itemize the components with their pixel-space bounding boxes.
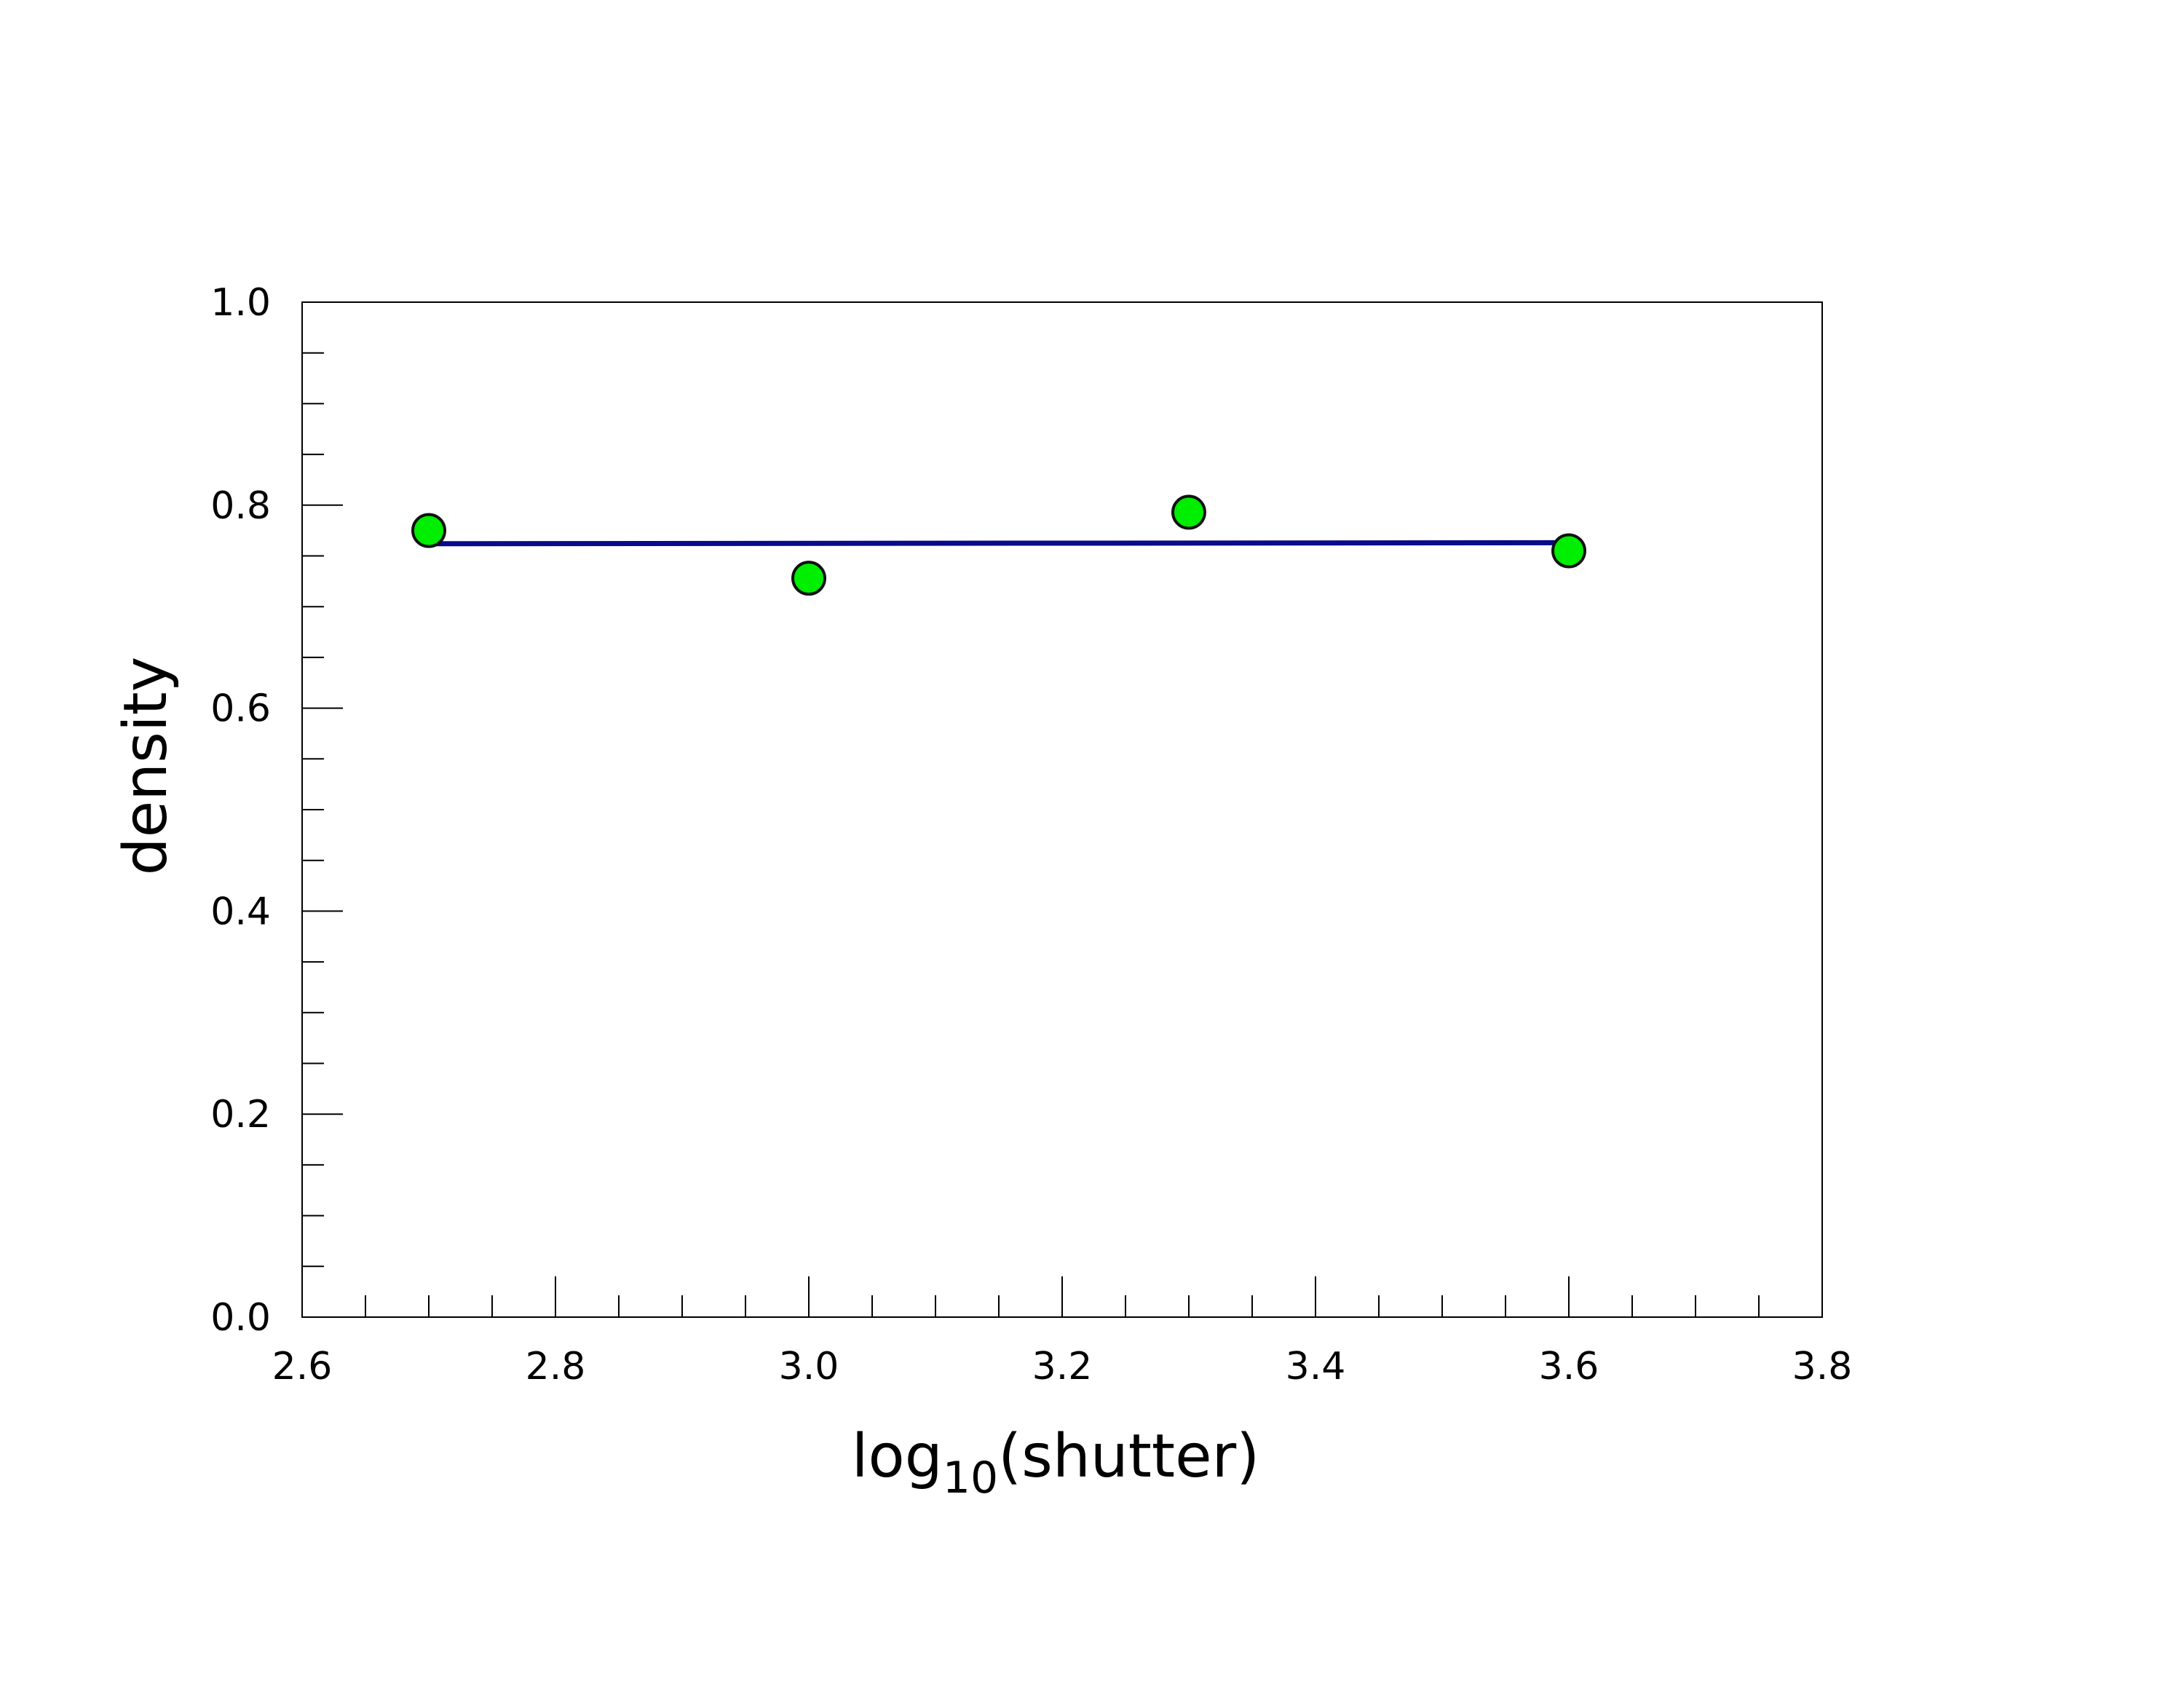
x-tick-label: 3.6 (1539, 1345, 1599, 1388)
y-tick-label: 0.8 (210, 484, 271, 528)
x-tick-label: 3.4 (1286, 1345, 1346, 1388)
data-point (791, 561, 826, 596)
x-axis-title: log10(shutter) (852, 1422, 1260, 1504)
plot-frame (301, 301, 1823, 1318)
x-tick-label: 3.2 (1032, 1345, 1093, 1388)
y-tick-label: 0.4 (210, 890, 271, 933)
x-axis-title-main: log (852, 1422, 943, 1491)
data-point (411, 513, 446, 548)
y-tick-label: 0.2 (210, 1093, 271, 1137)
x-tick-label: 2.8 (526, 1345, 586, 1388)
data-point (1551, 533, 1586, 569)
fit-line (428, 540, 1570, 547)
data-points (411, 494, 1586, 596)
x-axis-title-rest: (shutter) (998, 1422, 1259, 1491)
y-tick-label: 0.6 (210, 687, 271, 731)
y-axis-ticks (302, 301, 343, 1318)
x-tick-label: 3.8 (1792, 1345, 1853, 1388)
x-tick-label: 3.0 (779, 1345, 839, 1388)
x-tick-label: 2.6 (272, 1345, 333, 1388)
x-axis-title-subscript: 10 (943, 1453, 998, 1504)
y-axis-tick-labels: 0.0 0.2 0.4 0.6 0.8 1.0 (210, 281, 271, 1340)
y-tick-label: 1.0 (210, 281, 271, 325)
data-point (1171, 494, 1206, 530)
x-axis-tick-labels: 2.6 2.8 3.0 3.2 3.4 3.6 3.8 (272, 1345, 1853, 1388)
y-axis-title: density (111, 657, 181, 876)
x-axis-ticks (301, 1276, 1823, 1317)
y-tick-label: 0.0 (210, 1296, 271, 1340)
